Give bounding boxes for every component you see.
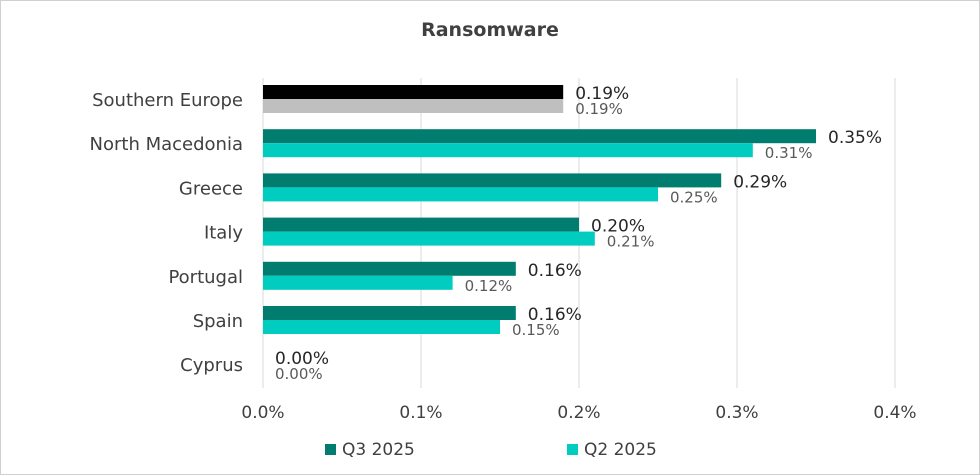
bar-q3 — [263, 261, 516, 276]
category-label: Spain — [193, 311, 243, 332]
data-label-q2: 0.15% — [512, 321, 560, 339]
category-label: Italy — [204, 223, 243, 244]
data-label-q2: 0.31% — [765, 144, 813, 162]
data-label-q2: 0.12% — [465, 277, 513, 295]
data-label-q2: 0.19% — [575, 100, 623, 118]
x-tick-label: 0.1% — [399, 403, 442, 423]
legend-label-q2: Q2 2025 — [584, 440, 657, 460]
bar-q2 — [263, 99, 564, 113]
legend-swatch-q3 — [325, 444, 336, 455]
x-tick-label: 0.3% — [715, 403, 758, 423]
data-label-q3: 0.16% — [528, 305, 582, 325]
bar-q2 — [263, 231, 595, 246]
bar-q3 — [263, 306, 516, 320]
bar-q3 — [263, 129, 816, 144]
data-label-q2: 0.00% — [275, 365, 323, 383]
bar-q2 — [263, 320, 500, 334]
data-label-q3: 0.16% — [528, 261, 582, 281]
category-label: Southern Europe — [92, 90, 243, 111]
bar-q2 — [263, 187, 658, 202]
legend-swatch-q2 — [567, 444, 578, 455]
category-label: Portugal — [168, 267, 243, 288]
data-label-q2: 0.21% — [607, 233, 655, 251]
data-label-q3: 0.00% — [275, 349, 329, 369]
x-tick-label: 0.2% — [557, 403, 600, 423]
legend: Q3 2025 Q2 2025 — [325, 440, 657, 460]
x-tick-label: 0.4% — [873, 403, 916, 423]
bar-q3 — [263, 217, 579, 232]
data-label-q3: 0.19% — [575, 84, 629, 104]
data-label-q3: 0.29% — [733, 172, 787, 192]
bars — [263, 85, 816, 334]
category-label: Greece — [179, 178, 243, 199]
data-label-q3: 0.35% — [828, 128, 882, 148]
category-label: Cyprus — [180, 355, 243, 376]
bar-q2 — [263, 143, 753, 158]
chart-title: Ransomware — [421, 19, 559, 41]
category-label: North Macedonia — [90, 134, 243, 155]
bar-q2 — [263, 275, 453, 290]
bar-q3 — [263, 85, 564, 99]
labels: 0.0% 0.1% 0.2% 0.3% 0.4% Southern Europe 0.19%… — [90, 84, 917, 423]
data-label-q3: 0.20% — [591, 217, 645, 237]
bar-q3 — [263, 173, 722, 188]
data-label-q2: 0.25% — [670, 188, 718, 206]
legend-label-q3: Q3 2025 — [342, 440, 415, 460]
x-tick-label: 0.0% — [241, 403, 284, 423]
